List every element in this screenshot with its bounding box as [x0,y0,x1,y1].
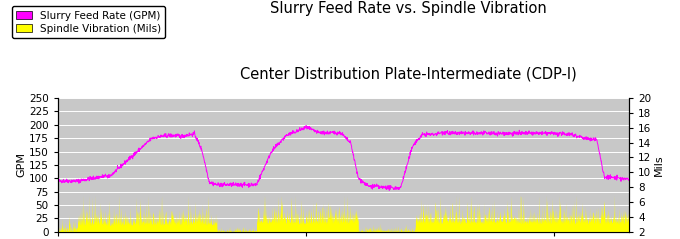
Text: Slurry Feed Rate vs. Spindle Vibration: Slurry Feed Rate vs. Spindle Vibration [270,1,546,16]
Text: Center Distribution Plate-Intermediate (CDP-I): Center Distribution Plate-Intermediate (… [239,67,577,82]
Y-axis label: Mils: Mils [654,154,664,176]
Y-axis label: GPM: GPM [16,152,26,177]
Legend: Slurry Feed Rate (GPM), Spindle Vibration (Mils): Slurry Feed Rate (GPM), Spindle Vibratio… [12,6,165,38]
